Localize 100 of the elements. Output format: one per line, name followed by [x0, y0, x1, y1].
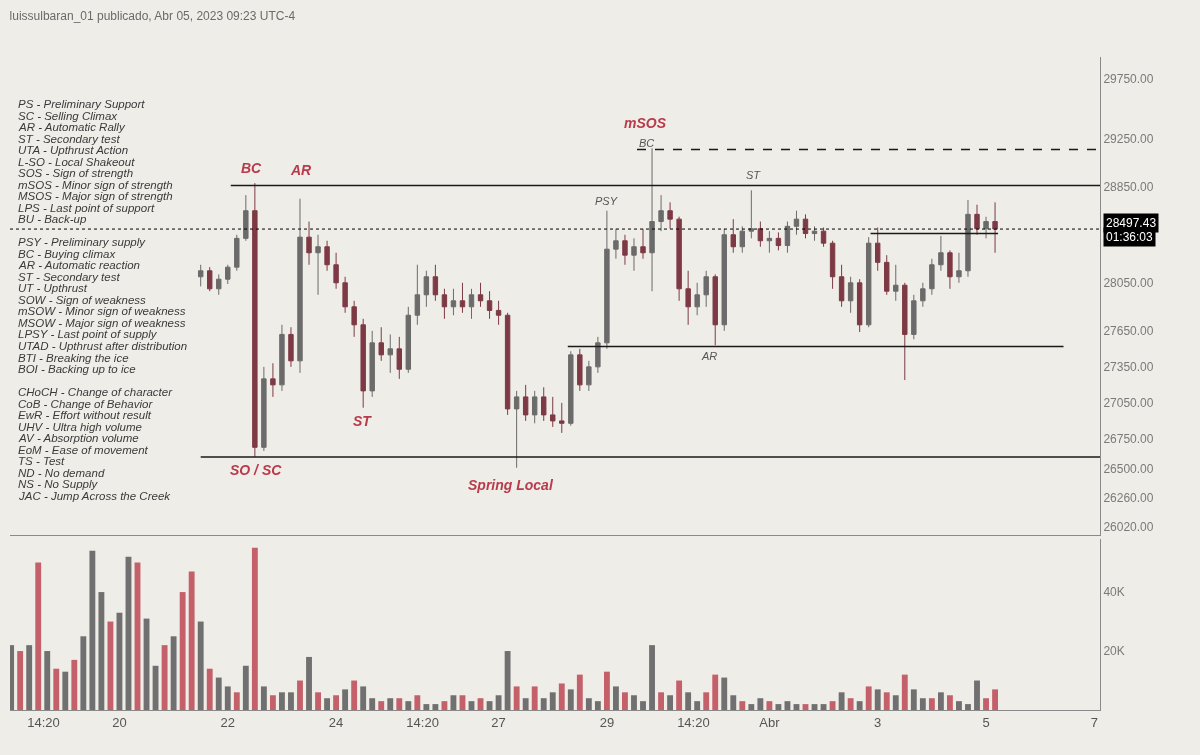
- candlestick: [838, 264, 845, 308]
- candlestick: [234, 234, 240, 272]
- candlestick: [504, 312, 511, 416]
- text: CHoCH - Change of character CoB - Change of Behavior EwR - Effort without result UHV - Ultra high volume AV - Absorption volume EoM - Ease of movement TS - Test ND - No demand NS - No Supply JAC - Jump Across the Creek: [18, 386, 173, 502]
- candlestick: [441, 288, 448, 320]
- bar: [288, 692, 294, 710]
- candlestick: [595, 336, 601, 374]
- bar: [676, 680, 683, 710]
- candlestick: [865, 236, 872, 328]
- candlestick: [893, 264, 899, 302]
- candlestick: [730, 218, 736, 254]
- bar: [495, 695, 502, 710]
- x-tick-label: 29: [599, 714, 615, 730]
- candlestick: [811, 225, 818, 242]
- candlestick: [243, 194, 249, 242]
- y-tick-label: 26020.00: [1103, 519, 1154, 534]
- bar: [522, 698, 529, 710]
- bar: [558, 683, 565, 710]
- bar: [269, 695, 276, 710]
- candlestick: [315, 234, 321, 296]
- bar: [631, 695, 637, 710]
- candlestick: [775, 231, 782, 251]
- annotation: AR: [290, 162, 313, 178]
- candlestick: [477, 282, 484, 308]
- text: PSY - Preliminary supply BC - Buying climax AR - Automatic reaction ST - Secondary test UT - Upthrust SOW - Sign of weakness mSOW - Minor sign of weakness MSOW - Major sign of weakness LPSY - Last point of supply UTAD - Upthrust after distribution BTI - Breaking the ice BOI - Backing up to ice: [18, 236, 188, 375]
- candlestick: [965, 199, 971, 278]
- annotation: SO / SC: [230, 462, 283, 478]
- bar: [260, 686, 267, 710]
- bar: [242, 665, 249, 710]
- bar: [992, 689, 998, 710]
- bar: [423, 704, 430, 710]
- candlestick: [604, 210, 610, 350]
- bar: [694, 701, 701, 710]
- y-tick-label: 27050.00: [1103, 396, 1154, 411]
- bar: [775, 704, 782, 710]
- bar: [513, 686, 520, 710]
- candlestick: [577, 348, 583, 392]
- candlestick: [216, 273, 222, 296]
- candlestick: [884, 254, 890, 296]
- y-tick-label: 27650.00: [1103, 324, 1154, 339]
- candlestick: [622, 234, 628, 266]
- bar: [622, 692, 628, 710]
- candlestick: [956, 252, 962, 284]
- bar: [80, 636, 87, 710]
- candlestick: [414, 264, 421, 326]
- x-tick-label: 14:20: [27, 714, 60, 730]
- ref-line-label: 28497.43: [1106, 216, 1157, 230]
- candlestick: [920, 282, 926, 308]
- bar: [703, 692, 710, 710]
- bar: [279, 692, 285, 710]
- candlestick: [351, 300, 357, 338]
- bar: [585, 698, 592, 710]
- candlestick: [360, 318, 366, 409]
- bar: [432, 704, 439, 710]
- annotation: BC: [241, 160, 263, 176]
- bar: [324, 698, 330, 710]
- candlestick: [495, 300, 502, 326]
- bar: [215, 677, 222, 710]
- bar: [919, 698, 926, 710]
- x-tick-label: 5: [982, 714, 990, 730]
- candlestick: [541, 386, 547, 422]
- x-tick-label: 27: [491, 714, 506, 730]
- bar: [26, 645, 33, 710]
- candlestick: [559, 402, 565, 434]
- bar: [910, 689, 917, 710]
- x-tick-label: 3: [874, 714, 882, 730]
- bar: [757, 698, 764, 710]
- x-tick-label: 14:20: [677, 714, 710, 730]
- bar: [405, 701, 412, 710]
- bar: [983, 698, 989, 710]
- x-tick-label: Abr: [759, 714, 781, 730]
- candlestick: [513, 390, 520, 469]
- bar: [98, 592, 105, 710]
- candlestick: [703, 270, 709, 308]
- candlestick: [197, 264, 204, 287]
- text: 01:36:03: [1106, 230, 1154, 244]
- candlestick: [270, 362, 276, 398]
- bar: [766, 701, 773, 710]
- x-tick-label: 7: [1090, 714, 1098, 730]
- candlestick: [947, 249, 953, 290]
- bar: [360, 686, 367, 710]
- candlestick: [649, 147, 655, 292]
- annotation: PSY: [595, 195, 618, 207]
- candlestick: [820, 227, 827, 248]
- candlestick: [784, 221, 791, 254]
- bar: [847, 698, 854, 710]
- bar: [946, 695, 953, 710]
- candlestick: [225, 264, 231, 285]
- candlestick: [983, 216, 989, 239]
- bar: [540, 698, 547, 710]
- bar: [351, 680, 358, 710]
- candlestick: [459, 282, 466, 314]
- candlestick: [396, 336, 402, 380]
- candlestick: [369, 330, 375, 398]
- bar: [161, 645, 168, 710]
- candlestick: [468, 288, 475, 320]
- candlestick: [432, 264, 439, 302]
- x-tick-label: 22: [220, 714, 235, 730]
- bar: [613, 686, 619, 710]
- candlestick: [938, 235, 944, 272]
